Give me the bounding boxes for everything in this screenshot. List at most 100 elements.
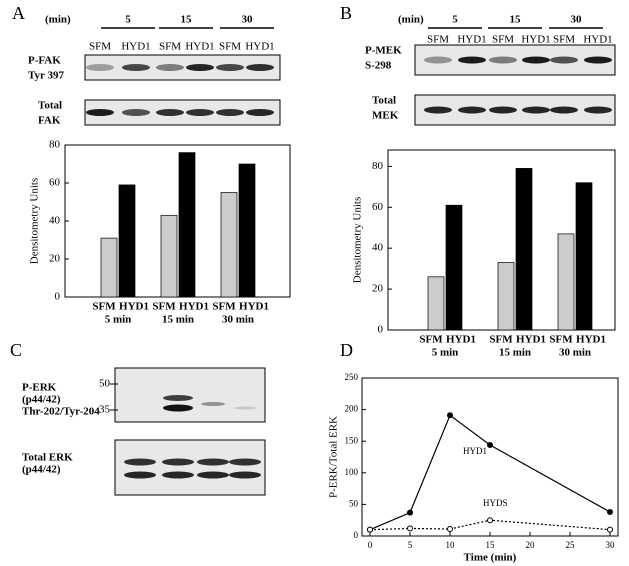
y-axis-label: P-ERK/Total ERK: [328, 416, 340, 498]
blot-band: [124, 458, 156, 466]
series-label: SFM: [549, 334, 573, 346]
lane-label: HYD1: [245, 41, 274, 53]
series-label: HYD1: [179, 301, 209, 313]
x-tick-label: 5 min: [105, 314, 132, 326]
blot-band: [197, 458, 229, 466]
row-label: S-298: [365, 60, 392, 72]
lane-label: SFM: [427, 34, 449, 46]
point: [487, 441, 493, 448]
series-label: HYD1: [446, 334, 476, 346]
row-label: Total: [38, 100, 62, 112]
y-tick-label: 60: [372, 201, 384, 213]
mw-marker: 50: [99, 378, 111, 390]
blot-band: [162, 471, 194, 479]
lane-label: HYD1: [185, 41, 214, 53]
time-label: 30: [242, 14, 254, 26]
x-tick-label: 30 min: [222, 314, 254, 326]
blot-band: [156, 109, 184, 116]
y-tick-label: 100: [345, 467, 359, 477]
lane-label: SFM: [89, 41, 111, 53]
blot-band: [186, 109, 214, 116]
panel-label: C: [10, 340, 22, 360]
series-label: SFM: [212, 301, 236, 313]
y-tick-label: 200: [345, 404, 359, 414]
y-tick-label: 20: [49, 253, 61, 265]
bar: [427, 276, 445, 331]
x-axis-label: Time (min): [464, 552, 517, 564]
bar: [100, 237, 118, 298]
blot-band: [122, 64, 150, 71]
point: [367, 526, 373, 533]
bar: [118, 184, 136, 298]
row-label: (p44/42): [22, 464, 61, 476]
row-label: Total: [372, 95, 396, 107]
blot-band: [163, 395, 193, 401]
series-label: HYD1: [239, 301, 269, 313]
row-label: P-ERK: [22, 382, 57, 394]
y-tick-label: 250: [345, 372, 359, 382]
lane-label: SFM: [553, 34, 575, 46]
x-tick-label: 30: [606, 540, 616, 550]
row-label: P-FAK: [28, 55, 61, 67]
blot-band: [122, 109, 150, 116]
series-label: HYD1: [516, 334, 546, 346]
row-label: (p44/42): [22, 394, 61, 406]
panel-label: B: [340, 3, 352, 23]
point: [407, 509, 413, 516]
blot-band: [246, 109, 274, 116]
blot-band: [584, 56, 612, 64]
series-label: SFM: [419, 334, 443, 346]
lane-label: SFM: [492, 34, 514, 46]
x-tick-label: 5: [408, 540, 413, 550]
panel-label: A: [12, 3, 25, 23]
panel-label: D: [340, 340, 353, 360]
y-tick-label: 0: [354, 530, 359, 540]
time-label: 5: [125, 14, 131, 26]
time-label: 15: [181, 14, 193, 26]
blot-frame: [114, 439, 266, 496]
blot-band: [234, 406, 256, 410]
time-header: (min): [398, 14, 424, 26]
lane-label: HYD1: [521, 34, 550, 46]
series-label: SFM: [92, 301, 116, 313]
blot-band: [458, 56, 486, 64]
y-tick-label: 60: [49, 177, 61, 189]
bar: [515, 168, 533, 331]
blot-band: [216, 64, 244, 71]
series-label: HYD1: [119, 301, 149, 313]
time-header: (min): [45, 14, 71, 26]
bar: [220, 192, 238, 298]
x-tick-label: 10: [446, 540, 456, 550]
x-tick-label: 30 min: [559, 347, 591, 359]
y-tick-label: 80: [49, 139, 61, 151]
row-label: MEK: [372, 110, 399, 122]
blot-band: [522, 56, 550, 64]
x-tick-label: 15: [486, 540, 496, 550]
bar: [238, 163, 256, 298]
blot-band: [156, 64, 184, 71]
series-label: HYD1: [463, 446, 487, 456]
lane-label: HYD1: [457, 34, 486, 46]
lane-label: HYD1: [583, 34, 612, 46]
blot-band: [201, 402, 225, 406]
plot-frame: [361, 377, 619, 537]
blot-band: [216, 109, 244, 116]
blot-band: [86, 64, 114, 71]
x-tick-label: 0: [368, 540, 373, 550]
point: [447, 526, 453, 533]
row-label: Thr-202/Tyr-204: [22, 406, 100, 418]
blot-band: [229, 471, 261, 479]
blot-band: [424, 56, 452, 64]
blot-band: [458, 106, 486, 114]
y-axis-label: Densitometry Units: [352, 197, 364, 283]
lane-label: HYD1: [121, 41, 150, 53]
x-tick-label: 15 min: [162, 314, 194, 326]
blot-band: [229, 458, 261, 466]
blot-band: [550, 106, 578, 114]
x-tick-label: 5 min: [432, 347, 459, 359]
line: [369, 414, 611, 531]
blot-band: [522, 106, 550, 114]
point: [487, 517, 493, 524]
bar: [178, 152, 196, 298]
